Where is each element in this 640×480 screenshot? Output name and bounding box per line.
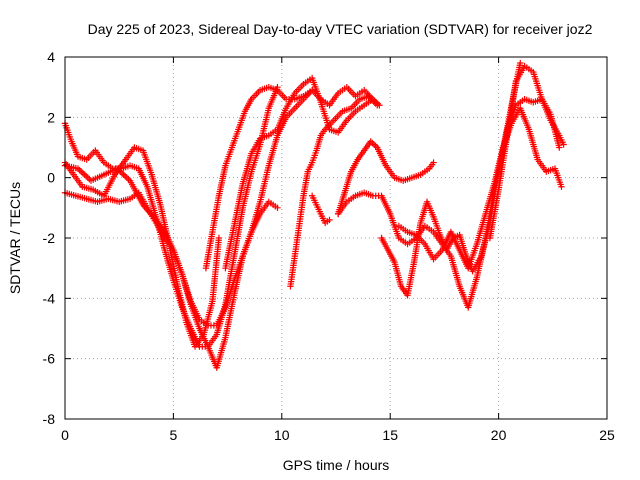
- data-point-marker: [78, 168, 85, 175]
- data-point-marker: [120, 171, 127, 178]
- y-tick-label: -2: [43, 230, 56, 246]
- data-point-marker: [430, 159, 437, 166]
- y-tick-label: 0: [47, 170, 55, 186]
- data-point-marker: [215, 234, 223, 242]
- x-tick-label: 0: [61, 427, 69, 443]
- data-points: [61, 59, 567, 371]
- data-point-marker: [81, 171, 88, 178]
- series-track-7: [287, 93, 381, 290]
- grid: [65, 57, 607, 419]
- axis-ticks: 0 5 10 15 20 25 -8 -6 -4 -2 0 2 4: [43, 49, 615, 443]
- plot-frame: [64, 56, 608, 420]
- y-tick-label: 4: [47, 49, 55, 65]
- x-tick-label: 25: [599, 427, 615, 443]
- x-tick-label: 10: [274, 427, 290, 443]
- data-point-marker: [79, 169, 87, 177]
- data-point-marker: [517, 59, 524, 67]
- data-point-marker: [370, 141, 378, 148]
- data-point-marker: [274, 204, 281, 212]
- y-tick-label: -6: [43, 351, 56, 367]
- series-track-8: [308, 192, 333, 227]
- series-track-4: [61, 162, 281, 371]
- series-track-2: [61, 83, 281, 350]
- data-point-marker: [558, 183, 565, 190]
- data-point-marker: [326, 216, 333, 224]
- data-point-marker: [373, 102, 381, 109]
- data-point-marker: [82, 172, 90, 180]
- series-track-5: [202, 83, 383, 272]
- data-point-marker: [556, 144, 563, 151]
- data-point-marker: [560, 141, 567, 148]
- series-track-6: [222, 74, 377, 272]
- x-tick-label: 20: [491, 427, 507, 443]
- y-tick-label: 2: [47, 109, 55, 125]
- x-tick-label: 5: [170, 427, 178, 443]
- y-tick-label: -8: [43, 411, 56, 427]
- x-axis-label: GPS time / hours: [283, 457, 390, 473]
- series-track-13: [486, 62, 567, 242]
- y-tick-label: -4: [43, 290, 56, 306]
- series-track-12: [395, 105, 565, 272]
- y-axis-label: SDTVAR / TECUs: [7, 182, 23, 294]
- x-tick-label: 15: [382, 427, 398, 443]
- data-point-marker: [121, 172, 129, 180]
- chart-title: Day 225 of 2023, Sidereal Day-to-day VTE…: [88, 21, 593, 37]
- data-point-marker: [123, 174, 130, 181]
